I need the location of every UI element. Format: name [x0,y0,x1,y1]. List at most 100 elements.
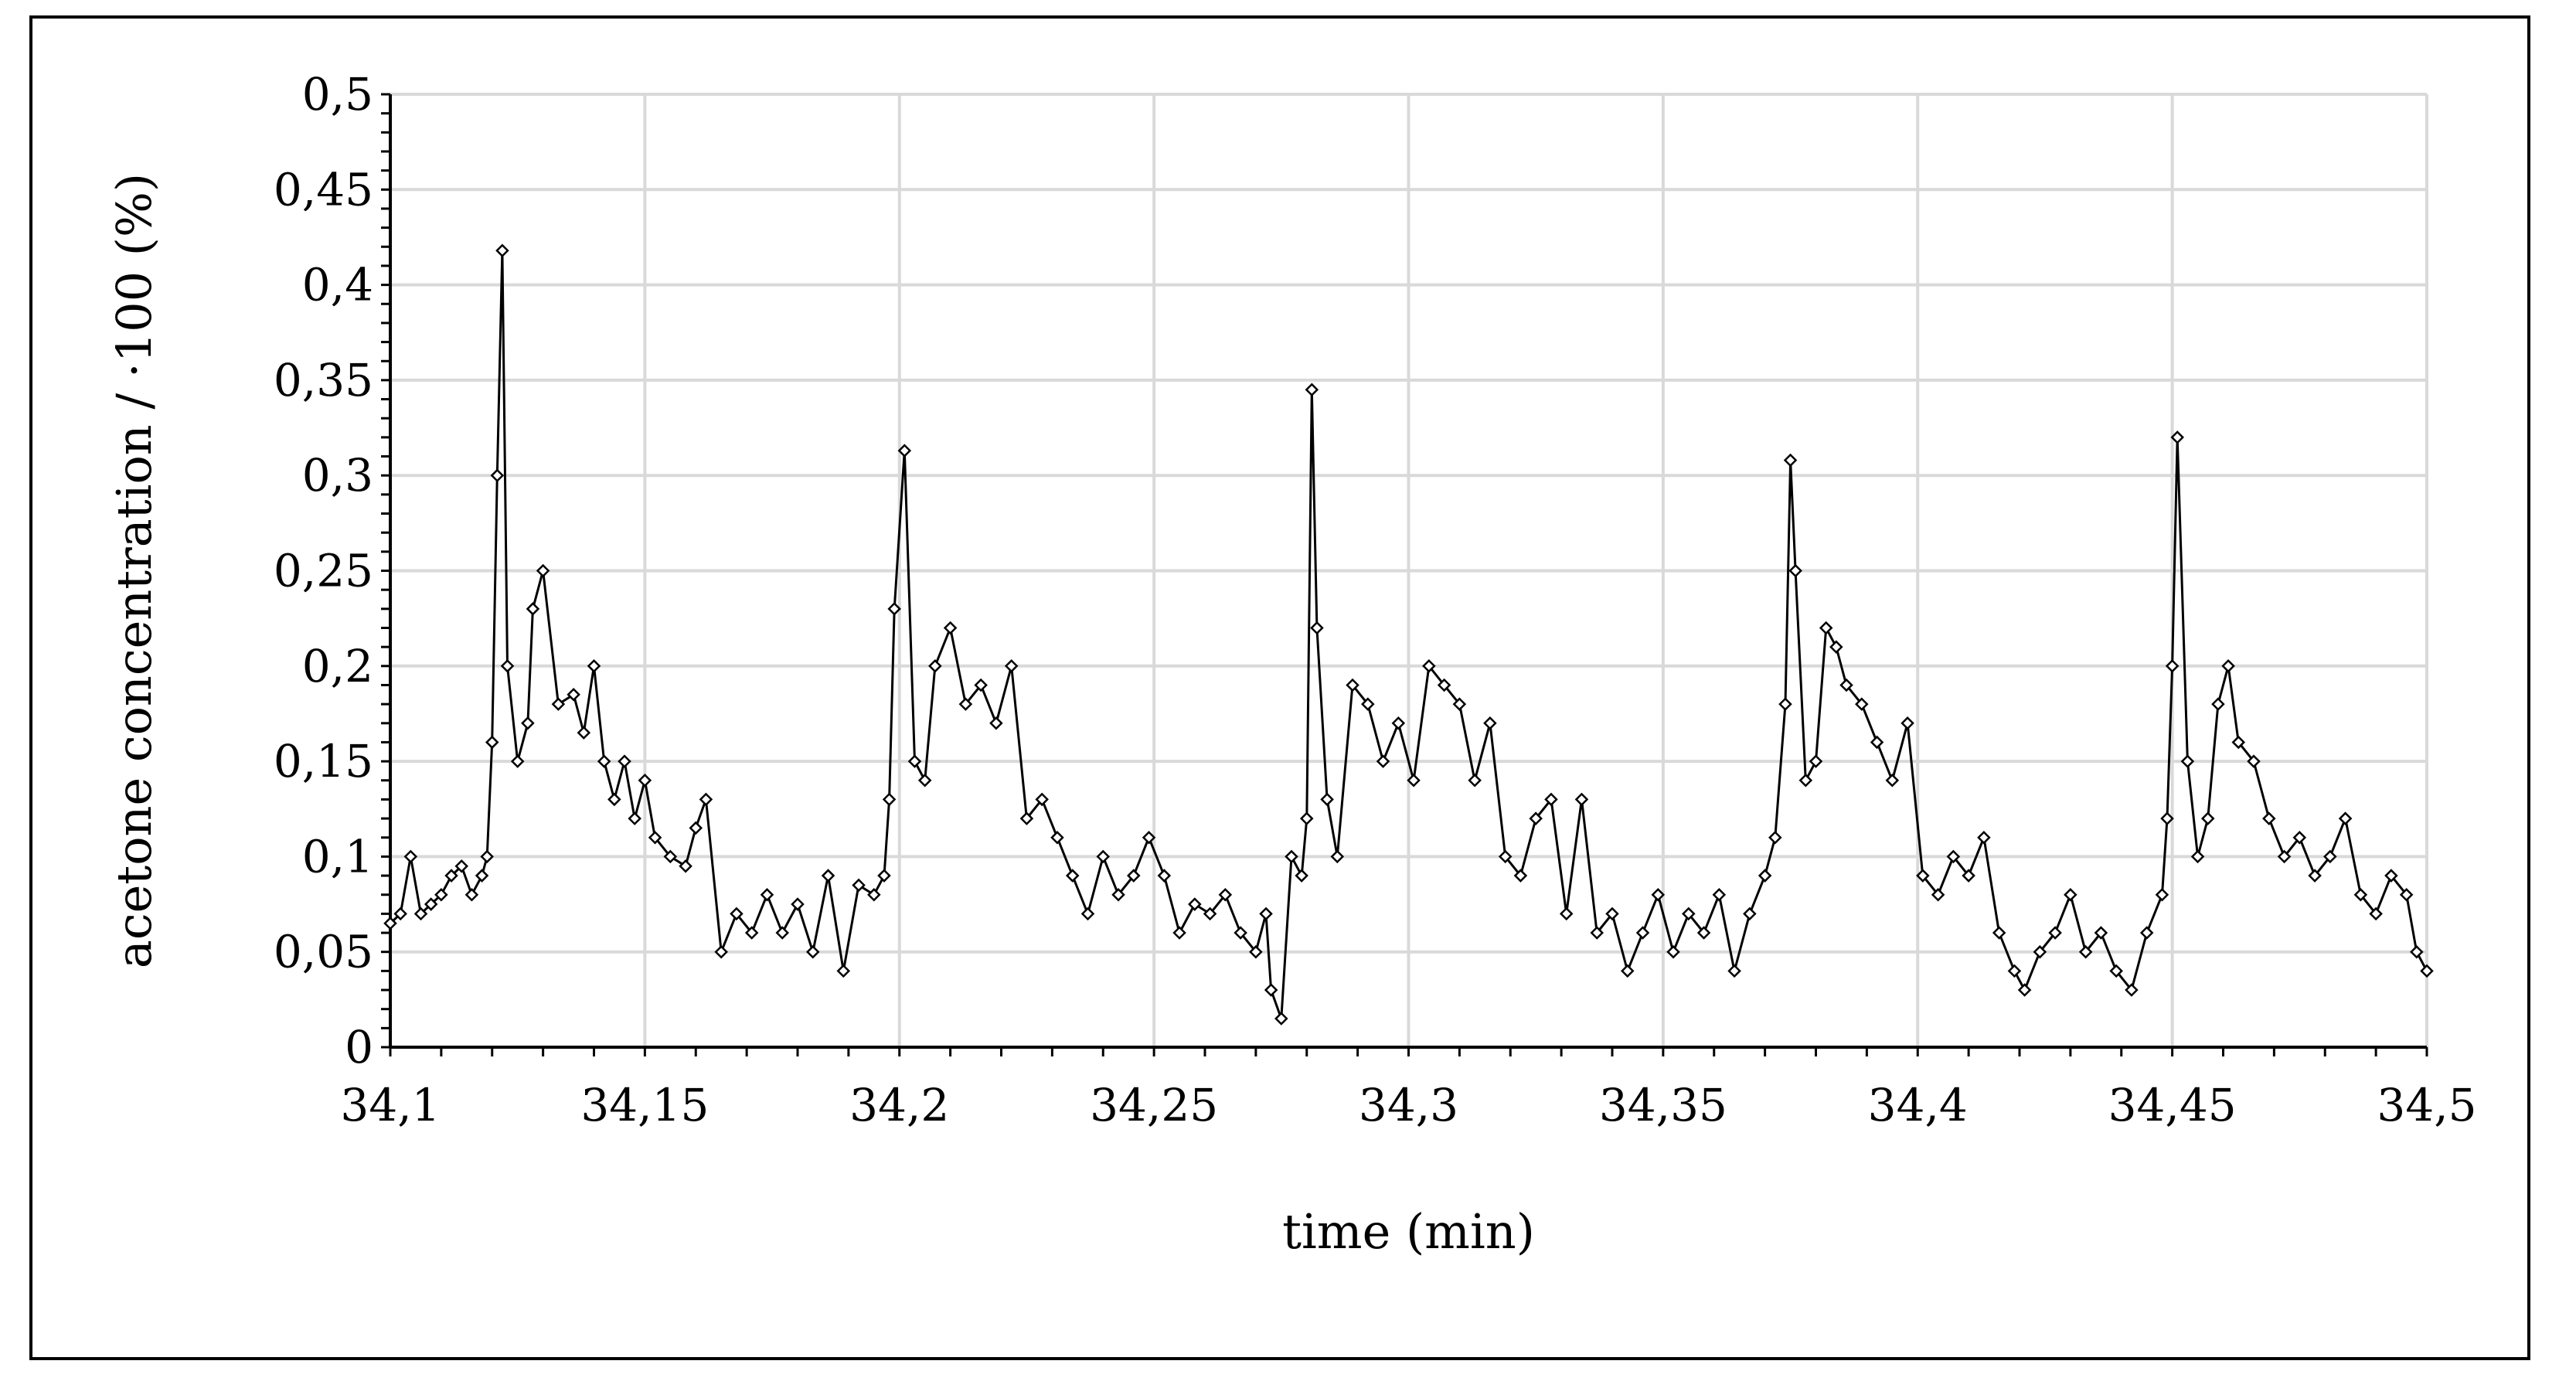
y-tick-label: 0,4 [302,259,373,311]
data-point [877,869,891,883]
x-tick-label: 34,35 [1599,1079,1727,1131]
data-point [1712,887,1727,902]
data-point [2160,811,2174,825]
data-point [2221,659,2235,673]
data-point [1249,944,1263,959]
data-point [1809,754,1823,768]
data-point [1376,754,1390,768]
data-point [1295,869,1308,883]
data-point [2369,907,2383,921]
data-point [536,563,550,578]
y-tick-label: 0,15 [274,735,373,788]
y-tick-label: 0,3 [302,449,373,502]
data-point [495,243,509,257]
data-point [510,754,525,768]
data-point [618,754,631,768]
data-point [663,849,678,864]
data-point [1096,849,1111,864]
data-point [2094,926,2108,940]
y-tick-label: 0,2 [302,640,373,692]
data-point [2308,869,2322,883]
data-point [2399,887,2414,902]
data-point [1574,792,1589,807]
y-tick-label: 0,45 [274,163,373,216]
data-point [648,830,662,845]
data-point [974,678,988,692]
data-point [1498,849,1513,864]
data-point [1590,926,1604,940]
axes [381,93,2428,1056]
data-point [1172,926,1186,940]
data-point [1513,869,1528,883]
data-point [521,716,535,730]
data-point [1651,887,1666,902]
data-point [1727,964,1741,978]
data-point [526,602,540,616]
data-point [444,869,458,883]
data-point [852,878,866,893]
y-tick-label: 0,25 [274,545,373,597]
data-point [1422,659,1436,673]
data-point [1218,887,1233,902]
data-point [1004,659,1019,673]
data-point [1127,869,1141,883]
data-point [2353,887,2368,902]
data-point [424,897,438,911]
data-point [1035,792,1049,807]
data-point [2420,964,2434,978]
data-point [1529,811,1543,825]
data-point [1992,926,2006,940]
x-tick-label: 34,1 [340,1079,440,1131]
data-point [1635,926,1650,940]
data-point [2033,944,2047,959]
data-point [1065,869,1080,883]
data-point [714,944,728,959]
data-point [775,926,790,940]
data-point [1050,830,1064,845]
data-point [1682,907,1696,921]
x-tick-label: 34,5 [2377,1079,2476,1131]
data-point [1605,907,1619,921]
data-point [480,849,494,864]
data-point [2007,964,2022,978]
data-point [989,716,1003,730]
data-point [1391,716,1406,730]
data-point [607,792,621,807]
data-point [2048,926,2062,940]
data-point [485,735,499,750]
data-point [2155,887,2169,902]
data-point [2165,659,2180,673]
data-point [1264,983,1278,997]
data-point [1931,887,1945,902]
data-point [1468,773,1482,788]
data-point [887,602,901,616]
data-point [2384,869,2398,883]
y-tick-label: 0,1 [302,830,373,883]
data-point [1788,563,1802,578]
data-point [897,444,912,458]
data-point [1203,907,1217,921]
data-point [2200,811,2215,825]
data-point [1778,697,1792,711]
data-point [1234,926,1247,940]
data-point [1819,621,1833,635]
data-point [744,926,759,940]
data-point [943,621,958,635]
data-point [1544,792,1558,807]
data-point [2262,811,2276,825]
data-point [1274,1012,1288,1026]
data-point [1885,773,1900,788]
data-point [1962,869,1975,883]
data-point [1111,887,1125,902]
data-point [2190,849,2205,864]
data-point [699,792,713,807]
data-point [567,688,580,702]
data-point [1361,697,1375,711]
data-point [1946,849,1961,864]
data-point [1758,869,1772,883]
data-point [403,849,418,864]
data-point [1483,716,1497,730]
y-axis-tick-labels: 0 0,05 0,1 0,15 0,2 0,25 0,3 0,35 0,4 0,45 0,5 [274,68,373,1073]
data-point [1839,678,1853,692]
